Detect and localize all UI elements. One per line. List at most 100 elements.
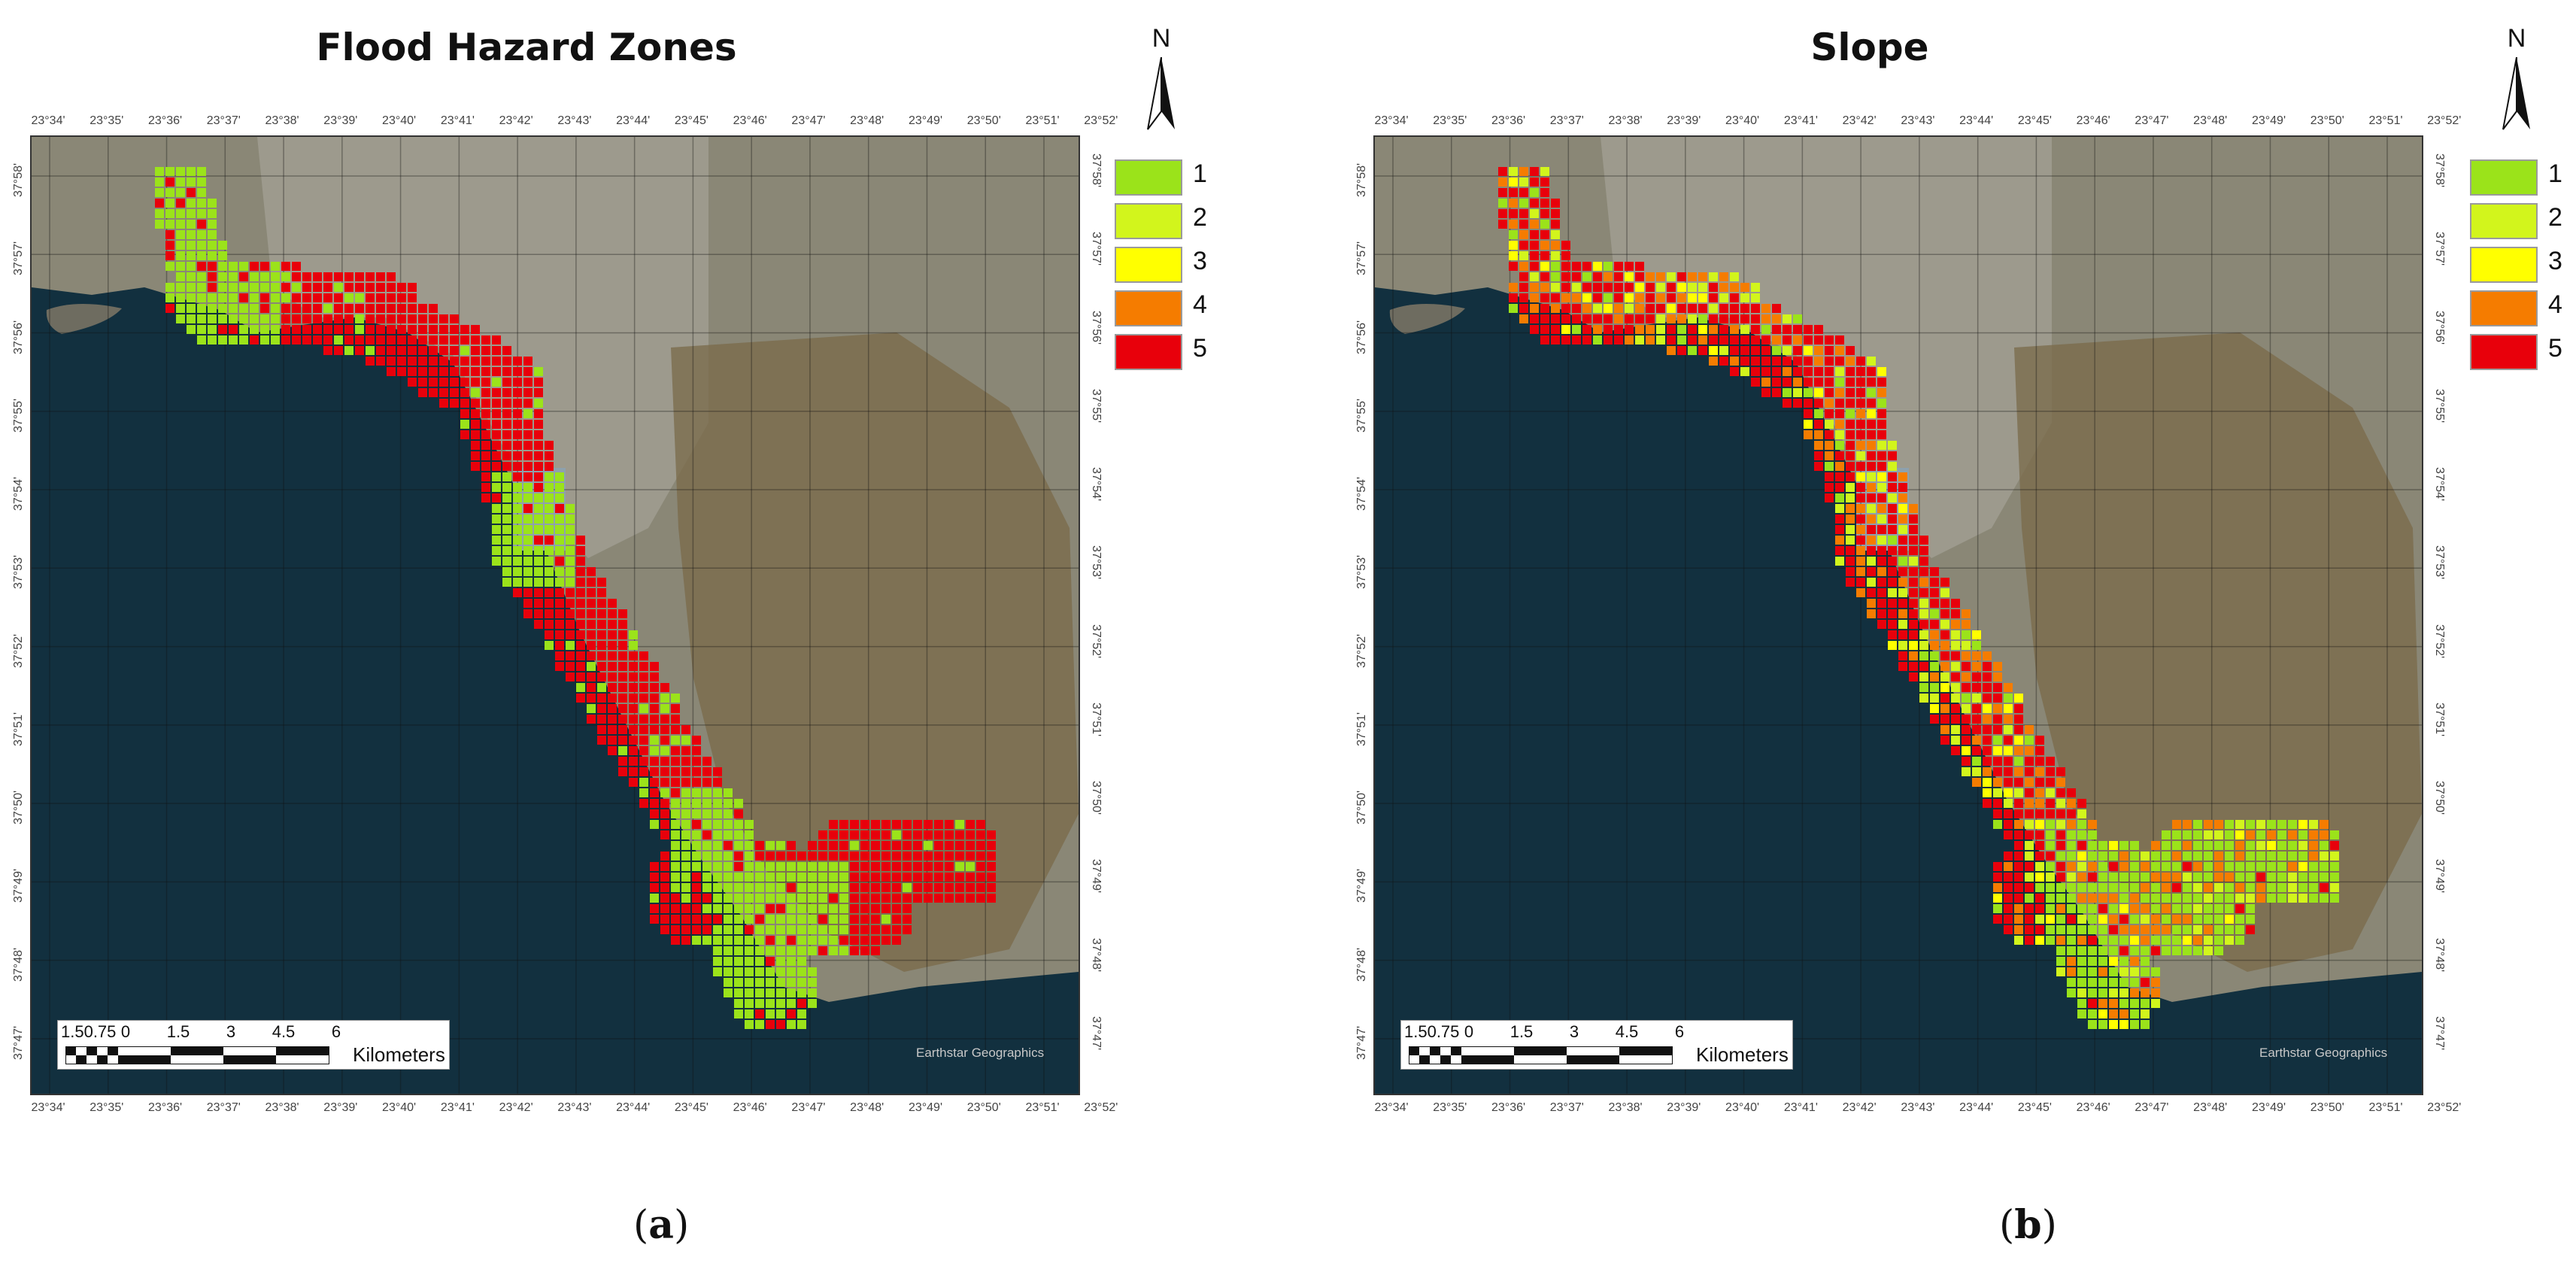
raster-cell [860,873,869,882]
raster-cell [1835,441,1844,450]
raster-cell [2088,904,2097,913]
raster-cell [829,862,838,871]
raster-cell [2109,883,2118,892]
raster-cell [1993,704,2002,713]
raster-cell [197,272,206,281]
raster-cell [2004,715,2013,724]
raster-cell [1983,799,1992,808]
raster-cell [492,399,501,408]
raster-cell [545,546,554,555]
raster-cell [818,862,827,871]
raster-cell [1530,304,1539,313]
raster-cell [1867,388,1876,397]
raster-cell [2141,988,2150,997]
raster-cell [587,609,596,618]
raster-cell [660,830,669,839]
raster-cell [545,462,554,471]
raster-cell [2098,915,2107,924]
raster-cell [2077,830,2086,839]
raster-cell [2288,851,2297,861]
raster-cell [797,946,806,955]
raster-cell [208,293,217,302]
raster-cell [818,915,827,924]
raster-cell [165,304,174,313]
raster-cell [566,546,575,555]
raster-cell [502,451,511,460]
raster-cell [2119,978,2128,987]
raster-cell [502,493,511,502]
raster-cell [1730,293,1739,302]
raster-cell [829,946,838,955]
raster-cell [1635,283,1644,292]
raster-cell [155,220,164,229]
raster-cell [450,335,459,345]
raster-cell [471,378,480,387]
raster-cell [1919,651,1928,660]
raster-cell [2088,988,2097,997]
raster-cell [797,873,806,882]
raster-cell [2035,862,2044,871]
raster-cell [1888,630,1897,639]
raster-cell [776,1020,785,1029]
raster-cell [387,367,396,376]
raster-cell [587,672,596,681]
raster-cell [2267,873,2276,882]
longitude-tick-label: 23°40' [1725,114,1760,127]
longitude-tick-label: 23°40' [382,114,417,127]
raster-cell [1783,314,1792,323]
raster-cell [797,978,806,987]
raster-cell [755,841,764,850]
map-frame[interactable] [30,135,1080,1095]
raster-cell [776,894,785,903]
raster-cell [2004,736,2013,745]
raster-cell [1888,620,1897,629]
raster-cell [1625,262,1634,271]
raster-cell [2004,767,2013,776]
raster-cell [903,873,912,882]
raster-cell [871,851,880,861]
raster-cell [313,304,322,313]
raster-cell [1804,420,1813,429]
raster-cell [460,367,469,376]
raster-cell [1993,694,2002,703]
raster-cell [208,283,217,292]
raster-cell [197,325,206,334]
raster-cell [1930,704,1939,713]
raster-cell [755,883,764,892]
raster-cell [2004,704,2013,713]
raster-cell [1688,335,1697,345]
raster-cell [1719,357,1728,366]
raster-cell [1962,662,1971,671]
raster-cell [702,830,712,839]
raster-cell [1719,314,1728,323]
raster-cell [1667,335,1676,345]
raster-cell [660,767,669,776]
raster-cell [513,451,522,460]
map-frame[interactable] [1373,135,2423,1095]
raster-cell [1940,704,1949,713]
raster-cell [1867,472,1876,481]
raster-cell [471,441,480,450]
raster-cell [2014,904,2023,913]
raster-cell [1646,325,1655,334]
raster-cell [1940,588,1949,597]
raster-cell [724,788,733,797]
raster-cell [608,736,617,745]
raster-cell [660,746,669,755]
raster-cell [492,430,501,439]
raster-cell [881,851,891,861]
raster-cell [608,651,617,660]
raster-cell [1983,662,1992,671]
raster-cell [955,851,964,861]
raster-cell [1888,567,1897,576]
raster-cell [702,778,712,787]
raster-cell [1551,293,1560,302]
raster-cell [545,504,554,513]
raster-cell [555,546,564,555]
raster-cell [766,936,775,945]
raster-cell [1540,325,1549,334]
raster-cell [881,873,891,882]
raster-cell [2309,820,2318,829]
raster-cell [1761,304,1770,313]
raster-cell [1783,325,1792,334]
